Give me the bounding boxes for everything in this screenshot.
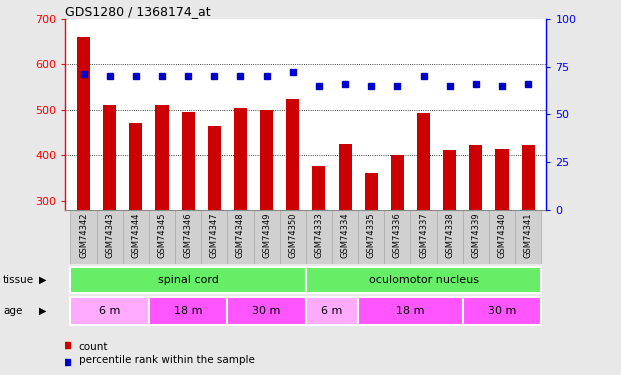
Bar (286, 99, 299, 338)
Text: 30 m: 30 m (252, 306, 281, 316)
FancyBboxPatch shape (227, 297, 306, 325)
Bar (391, 155, 404, 338)
Bar (522, 146, 535, 338)
Text: percentile rank within the sample: percentile rank within the sample (79, 355, 255, 365)
FancyBboxPatch shape (253, 210, 279, 264)
FancyBboxPatch shape (463, 210, 489, 264)
Bar (260, 110, 273, 338)
FancyBboxPatch shape (175, 210, 201, 264)
Text: GSM74349: GSM74349 (262, 213, 271, 258)
FancyBboxPatch shape (123, 210, 149, 264)
FancyBboxPatch shape (149, 297, 227, 325)
Text: GSM74336: GSM74336 (393, 213, 402, 258)
Text: GSM74341: GSM74341 (524, 213, 533, 258)
Text: GSM74348: GSM74348 (236, 213, 245, 258)
FancyBboxPatch shape (70, 267, 306, 293)
Text: 6 m: 6 m (99, 306, 120, 316)
FancyBboxPatch shape (410, 210, 437, 264)
Bar (312, 166, 325, 338)
Text: GSM74334: GSM74334 (340, 213, 350, 258)
Bar (234, 108, 247, 338)
Text: GSM74333: GSM74333 (314, 213, 324, 258)
Text: GSM74340: GSM74340 (497, 213, 507, 258)
Text: spinal cord: spinal cord (158, 275, 219, 285)
FancyBboxPatch shape (306, 210, 332, 264)
Bar (469, 146, 483, 338)
Text: GSM74338: GSM74338 (445, 213, 454, 258)
Text: GSM74343: GSM74343 (105, 213, 114, 258)
Text: 30 m: 30 m (488, 306, 516, 316)
Bar (208, 126, 221, 338)
FancyBboxPatch shape (437, 210, 463, 264)
FancyBboxPatch shape (306, 297, 358, 325)
Bar (338, 144, 351, 338)
Text: ▶: ▶ (39, 306, 46, 316)
Text: 6 m: 6 m (321, 306, 343, 316)
Bar (496, 149, 509, 338)
Text: oculomotor nucleus: oculomotor nucleus (368, 275, 479, 285)
Bar (417, 113, 430, 338)
FancyBboxPatch shape (279, 210, 306, 264)
FancyBboxPatch shape (201, 210, 227, 264)
FancyBboxPatch shape (358, 297, 463, 325)
Text: GSM74346: GSM74346 (184, 213, 193, 258)
FancyBboxPatch shape (515, 210, 542, 264)
FancyBboxPatch shape (70, 297, 149, 325)
Bar (155, 105, 168, 338)
Bar (77, 37, 90, 338)
FancyBboxPatch shape (463, 297, 542, 325)
Bar (181, 112, 194, 338)
Text: GSM74347: GSM74347 (210, 213, 219, 258)
Text: GSM74350: GSM74350 (288, 213, 297, 258)
Text: ▶: ▶ (39, 275, 46, 285)
FancyBboxPatch shape (489, 210, 515, 264)
FancyBboxPatch shape (332, 210, 358, 264)
Bar (129, 123, 142, 338)
Text: GSM74345: GSM74345 (158, 213, 166, 258)
FancyBboxPatch shape (70, 210, 97, 264)
FancyBboxPatch shape (97, 210, 123, 264)
Text: GSM74335: GSM74335 (367, 213, 376, 258)
Bar (103, 105, 116, 338)
FancyBboxPatch shape (149, 210, 175, 264)
Text: 18 m: 18 m (396, 306, 425, 316)
Text: GDS1280 / 1368174_at: GDS1280 / 1368174_at (65, 4, 211, 18)
Text: GSM74337: GSM74337 (419, 213, 428, 258)
Text: GSM74344: GSM74344 (131, 213, 140, 258)
FancyBboxPatch shape (358, 210, 384, 264)
Text: count: count (79, 342, 109, 352)
Text: tissue: tissue (3, 275, 34, 285)
Text: GSM74339: GSM74339 (471, 213, 481, 258)
Text: GSM74342: GSM74342 (79, 213, 88, 258)
FancyBboxPatch shape (227, 210, 253, 264)
Bar (365, 172, 378, 338)
Bar (443, 150, 456, 338)
FancyBboxPatch shape (306, 267, 542, 293)
Text: age: age (3, 306, 22, 316)
FancyBboxPatch shape (384, 210, 410, 264)
Text: 18 m: 18 m (174, 306, 202, 316)
